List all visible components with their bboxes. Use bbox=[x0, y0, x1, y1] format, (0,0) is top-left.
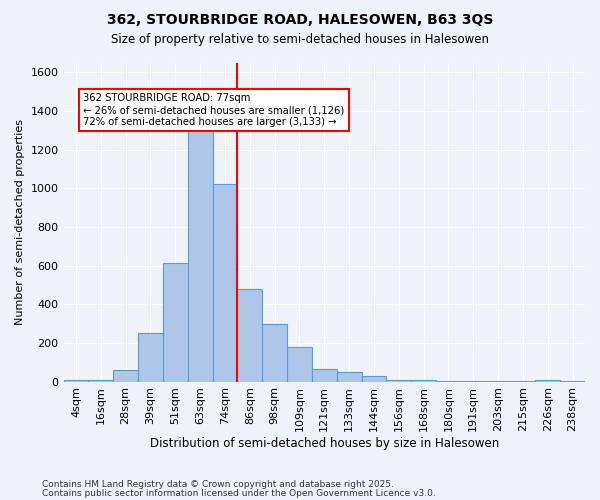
Bar bbox=[560, 380, 585, 382]
Bar bbox=[485, 380, 511, 382]
Text: Size of property relative to semi-detached houses in Halesowen: Size of property relative to semi-detach… bbox=[111, 32, 489, 46]
Bar bbox=[287, 347, 312, 382]
Text: Contains public sector information licensed under the Open Government Licence v3: Contains public sector information licen… bbox=[42, 490, 436, 498]
Bar bbox=[436, 380, 461, 382]
Bar bbox=[88, 380, 113, 382]
Bar bbox=[212, 184, 238, 382]
Bar bbox=[337, 372, 362, 382]
Bar bbox=[511, 380, 535, 382]
Bar bbox=[535, 380, 560, 382]
Text: 362, STOURBRIDGE ROAD, HALESOWEN, B63 3QS: 362, STOURBRIDGE ROAD, HALESOWEN, B63 3Q… bbox=[107, 12, 493, 26]
Bar bbox=[461, 380, 485, 382]
X-axis label: Distribution of semi-detached houses by size in Halesowen: Distribution of semi-detached houses by … bbox=[149, 437, 499, 450]
Bar bbox=[163, 262, 188, 382]
Bar bbox=[188, 128, 212, 382]
Bar bbox=[312, 369, 337, 382]
Bar bbox=[386, 380, 411, 382]
Y-axis label: Number of semi-detached properties: Number of semi-detached properties bbox=[15, 119, 25, 325]
Text: Contains HM Land Registry data © Crown copyright and database right 2025.: Contains HM Land Registry data © Crown c… bbox=[42, 480, 394, 489]
Bar bbox=[362, 376, 386, 382]
Bar bbox=[238, 289, 262, 382]
Text: 362 STOURBRIDGE ROAD: 77sqm
← 26% of semi-detached houses are smaller (1,126)
72: 362 STOURBRIDGE ROAD: 77sqm ← 26% of sem… bbox=[83, 94, 344, 126]
Bar bbox=[138, 333, 163, 382]
Bar bbox=[262, 324, 287, 382]
Bar bbox=[113, 370, 138, 382]
Bar bbox=[411, 380, 436, 382]
Bar bbox=[64, 380, 88, 382]
